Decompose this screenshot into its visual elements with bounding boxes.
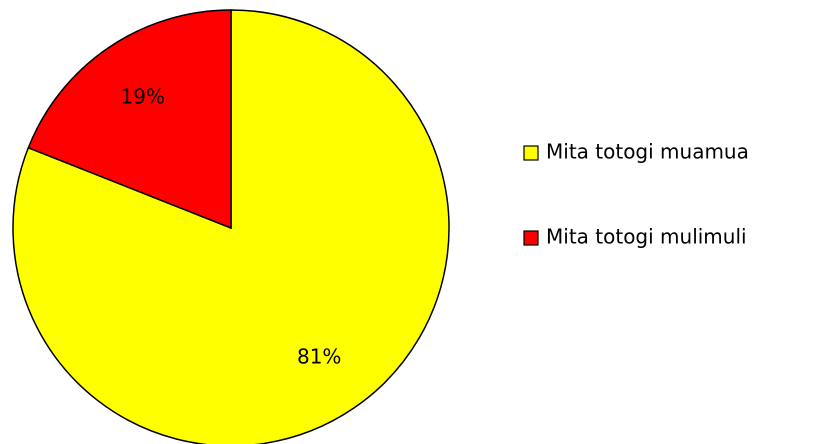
legend-label: Mita totogi muamua (546, 140, 749, 164)
legend-swatch (523, 145, 539, 161)
legend-swatch (523, 230, 539, 246)
data-label: 81% (297, 344, 341, 368)
pie-slice (27, 9, 232, 230)
data-label: 19% (121, 85, 165, 109)
legend-label: Mita totogi mulimuli (546, 225, 747, 249)
